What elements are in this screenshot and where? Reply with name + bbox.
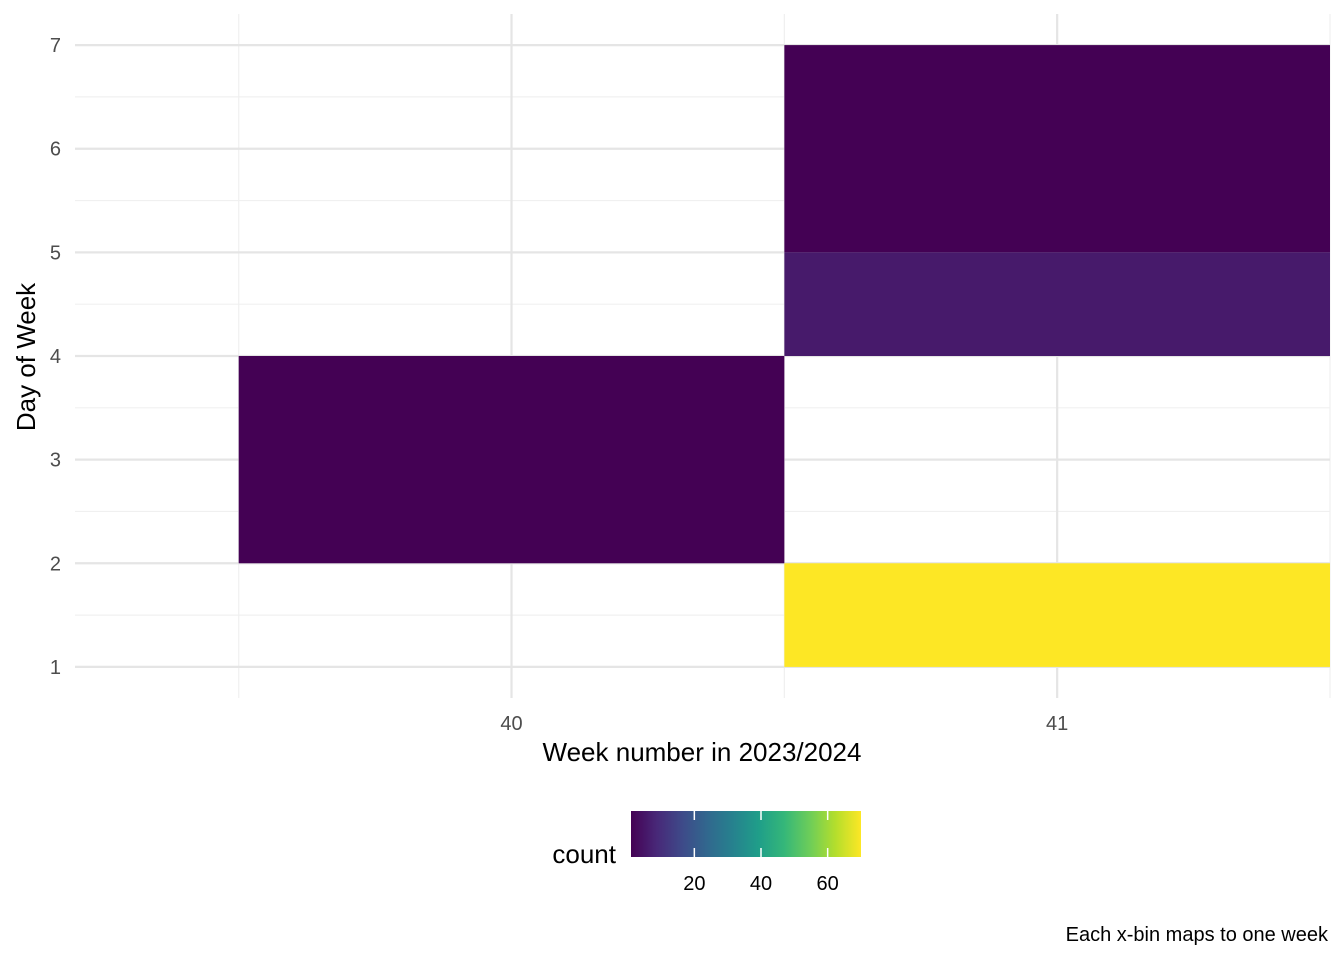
- y-tick-label: 3: [50, 450, 61, 472]
- legend-colorbar: [631, 811, 861, 857]
- x-tick-labels: 40 41: [500, 713, 1068, 735]
- legend-tick-label: 20: [683, 873, 705, 895]
- y-tick-label: 4: [50, 346, 61, 368]
- y-tick-label: 6: [50, 139, 61, 161]
- y-tick-label: 1: [50, 657, 61, 679]
- heatmap-cells: [238, 45, 1330, 667]
- heatmap-cell: [784, 45, 1330, 253]
- x-tick-label: 41: [1046, 713, 1068, 735]
- legend-title: count: [552, 839, 616, 869]
- color-legend: count 20 40 60: [552, 811, 861, 895]
- heatmap-cell: [784, 563, 1330, 667]
- y-tick-label: 2: [50, 553, 61, 575]
- legend-tick-label: 60: [817, 873, 839, 895]
- x-tick-label: 40: [500, 713, 522, 735]
- y-tick-label: 5: [50, 242, 61, 264]
- heatmap-cell: [784, 252, 1330, 356]
- chart-caption: Each x-bin maps to one week: [1066, 924, 1329, 946]
- y-tick-label: 7: [50, 35, 61, 57]
- y-axis-title: Day of Week: [11, 282, 41, 431]
- x-axis-title: Week number in 2023/2024: [543, 737, 862, 767]
- legend-ticks: 20 40 60: [683, 811, 839, 895]
- y-tick-labels: 1 2 3 4 5 6 7: [50, 35, 61, 679]
- legend-tick-label: 40: [750, 873, 772, 895]
- heatmap-cell: [238, 356, 785, 564]
